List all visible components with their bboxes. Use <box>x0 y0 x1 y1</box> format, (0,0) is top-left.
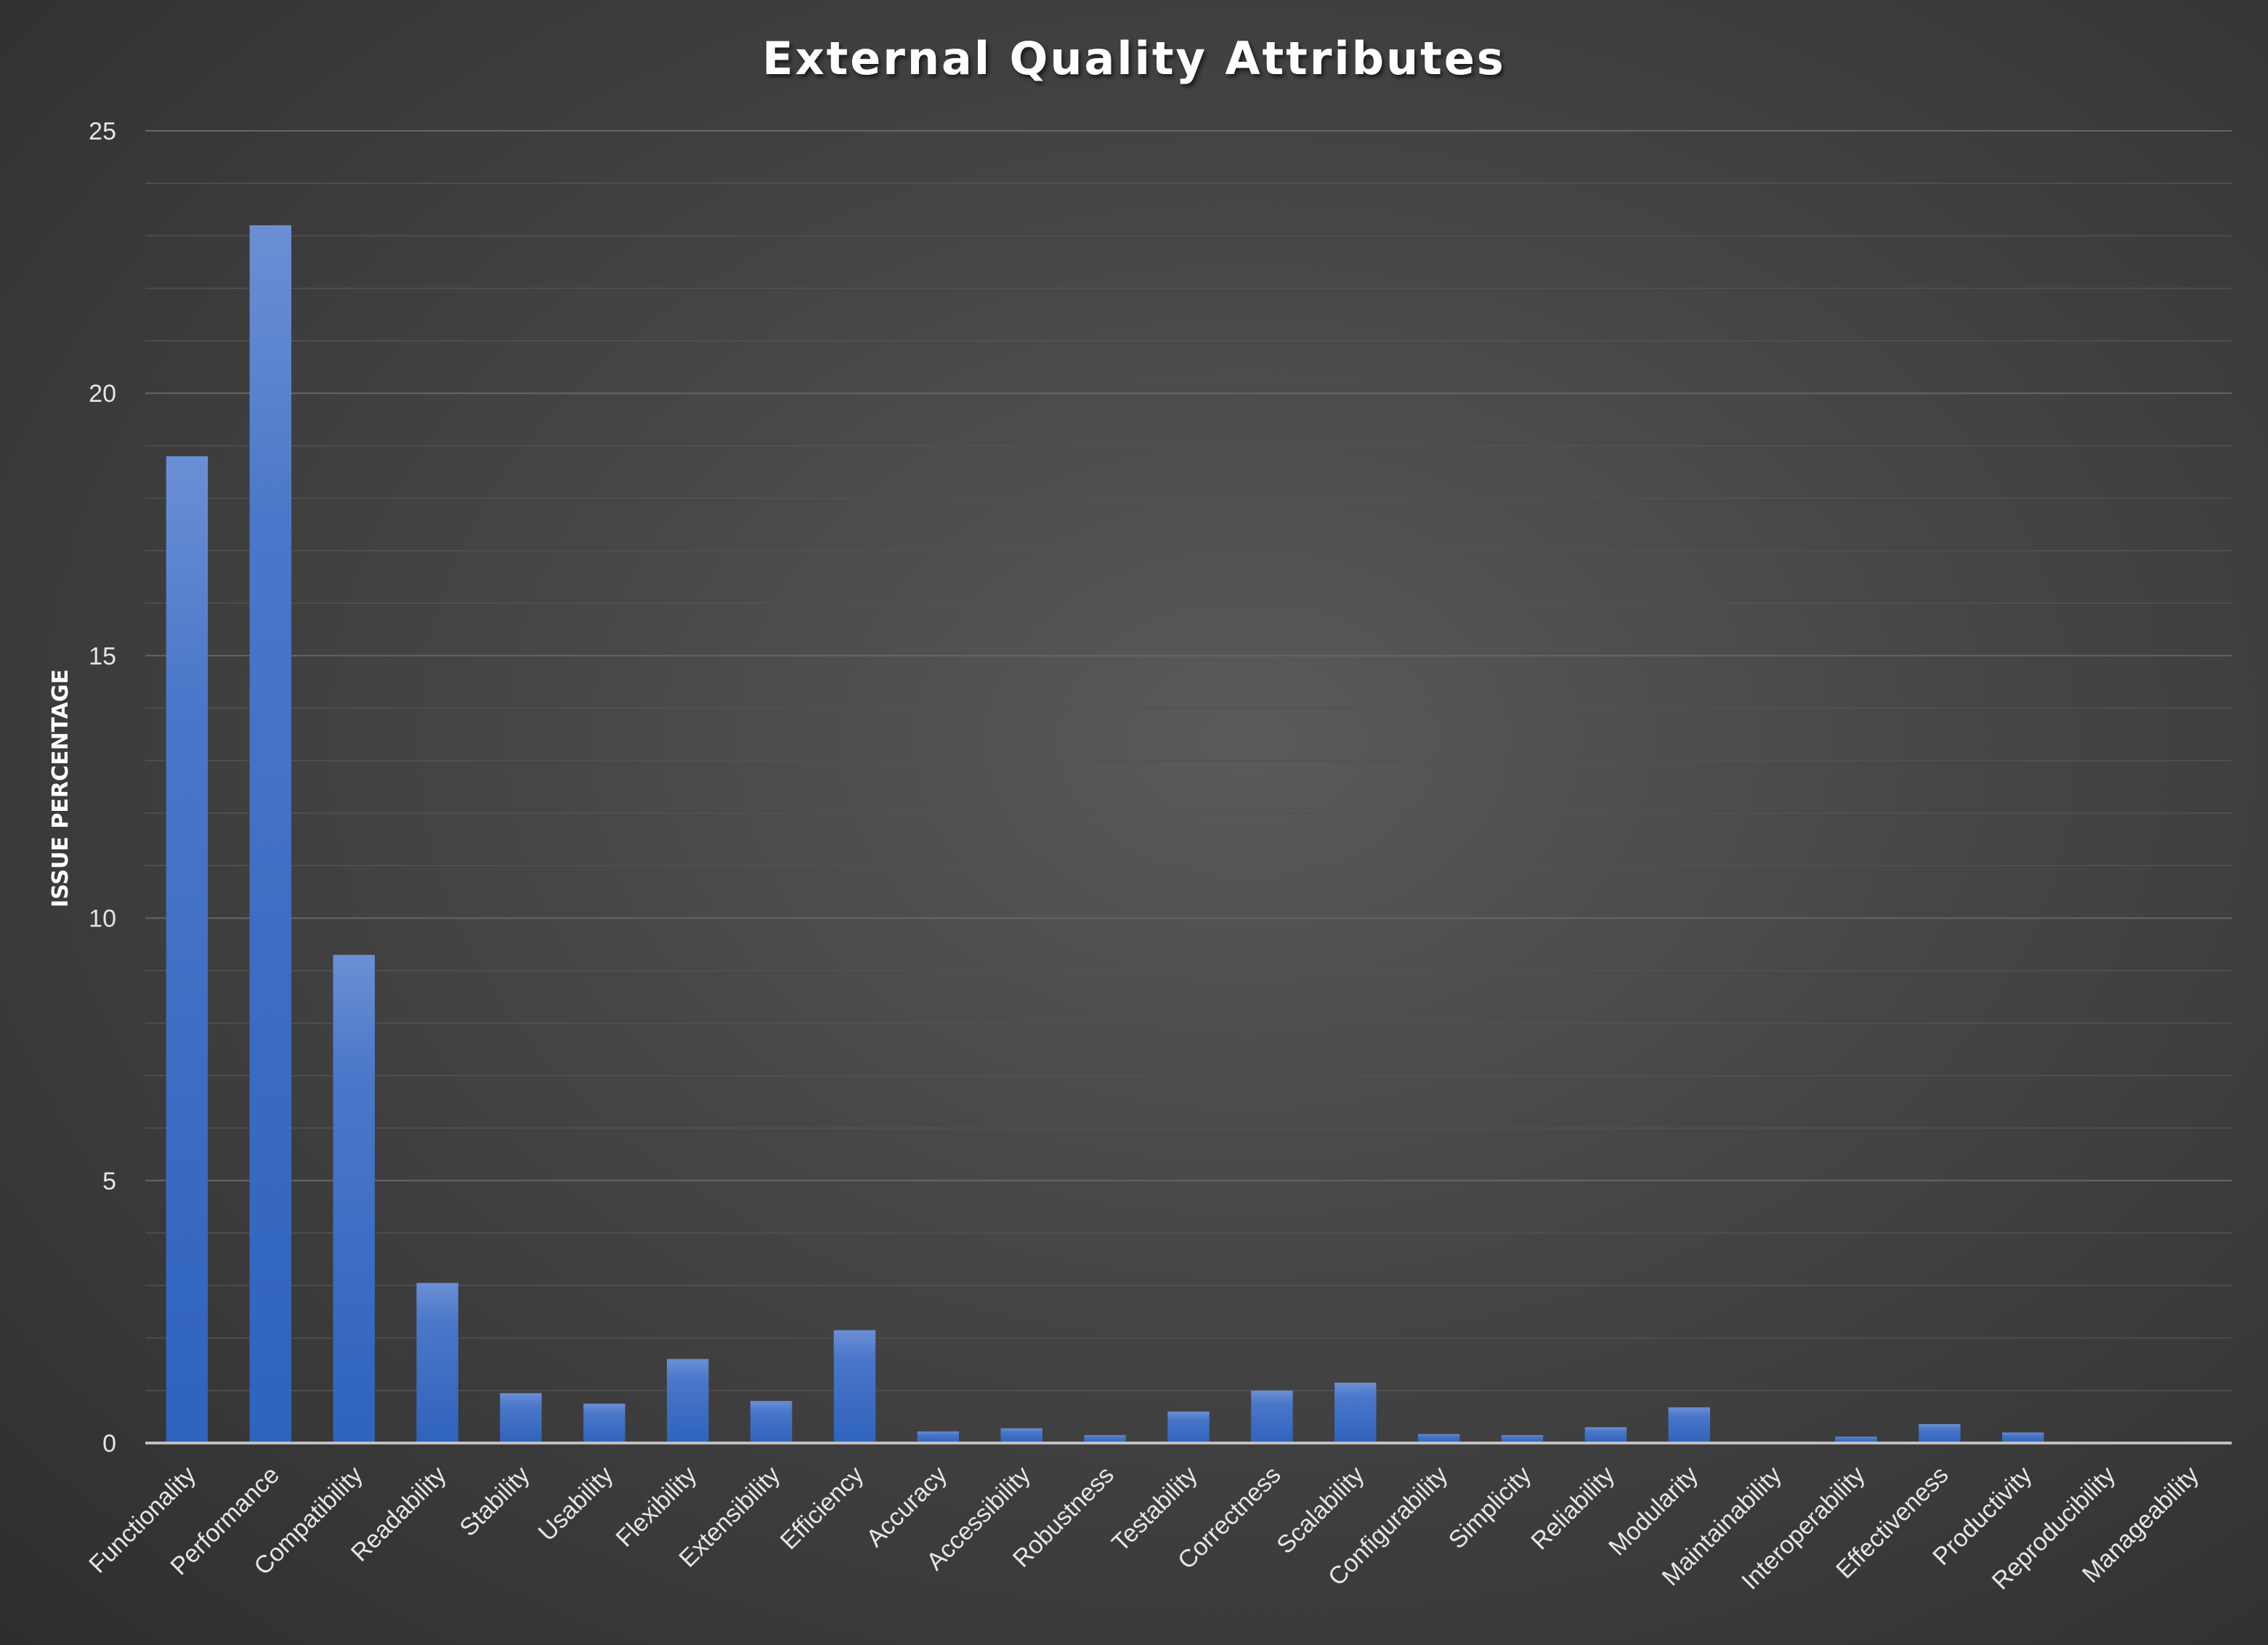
bar-productivity <box>2002 1432 2044 1443</box>
gridlines <box>145 130 2232 1391</box>
bar-accuracy <box>917 1431 960 1443</box>
bar-performance <box>249 225 292 1444</box>
bar-flexibility <box>667 1359 709 1443</box>
chart-title: External Quality Attributes <box>762 32 1505 85</box>
bar-testability <box>1167 1411 1210 1443</box>
x-tick-label: Simplicity <box>1443 1461 1536 1554</box>
bar-configurability <box>1417 1434 1460 1443</box>
bar-usability <box>583 1403 625 1443</box>
x-tick-labels: FunctionalityPerformanceCompatibilityRea… <box>84 1461 2204 1596</box>
bar-simplicity <box>1501 1435 1544 1443</box>
y-tick-label: 0 <box>102 1430 116 1458</box>
y-axis-label: ISSUE PERCENTAGE <box>48 669 73 908</box>
bar-scalability <box>1335 1382 1377 1443</box>
y-tick-label: 25 <box>89 118 116 145</box>
y-tick-label: 20 <box>89 380 116 408</box>
y-tick-label: 10 <box>89 905 116 933</box>
bar-interoperability <box>1835 1436 1877 1443</box>
bar-effectiveness <box>1919 1423 1961 1443</box>
y-tick-labels: 0 5 10 15 20 25 <box>89 118 116 1458</box>
bar-modularity <box>1668 1407 1710 1443</box>
bar-functionality <box>166 456 208 1444</box>
bars <box>166 225 2044 1444</box>
bar-extensibility <box>750 1401 793 1443</box>
y-tick-label: 5 <box>102 1168 116 1195</box>
bar-efficiency <box>833 1330 876 1443</box>
x-tick-label: Stability <box>455 1461 535 1542</box>
bar-stability <box>500 1393 542 1443</box>
y-tick-label: 15 <box>89 642 116 670</box>
x-tick-label: Efficiency <box>775 1461 869 1555</box>
bar-robustness <box>1084 1435 1126 1443</box>
bar-readability <box>416 1282 458 1443</box>
bar-reliability <box>1584 1427 1627 1443</box>
x-tick-label: Usability <box>533 1461 619 1547</box>
bar-correctness <box>1251 1390 1293 1443</box>
bar-compatibility <box>333 955 375 1443</box>
bar-accessibility <box>1000 1428 1042 1443</box>
